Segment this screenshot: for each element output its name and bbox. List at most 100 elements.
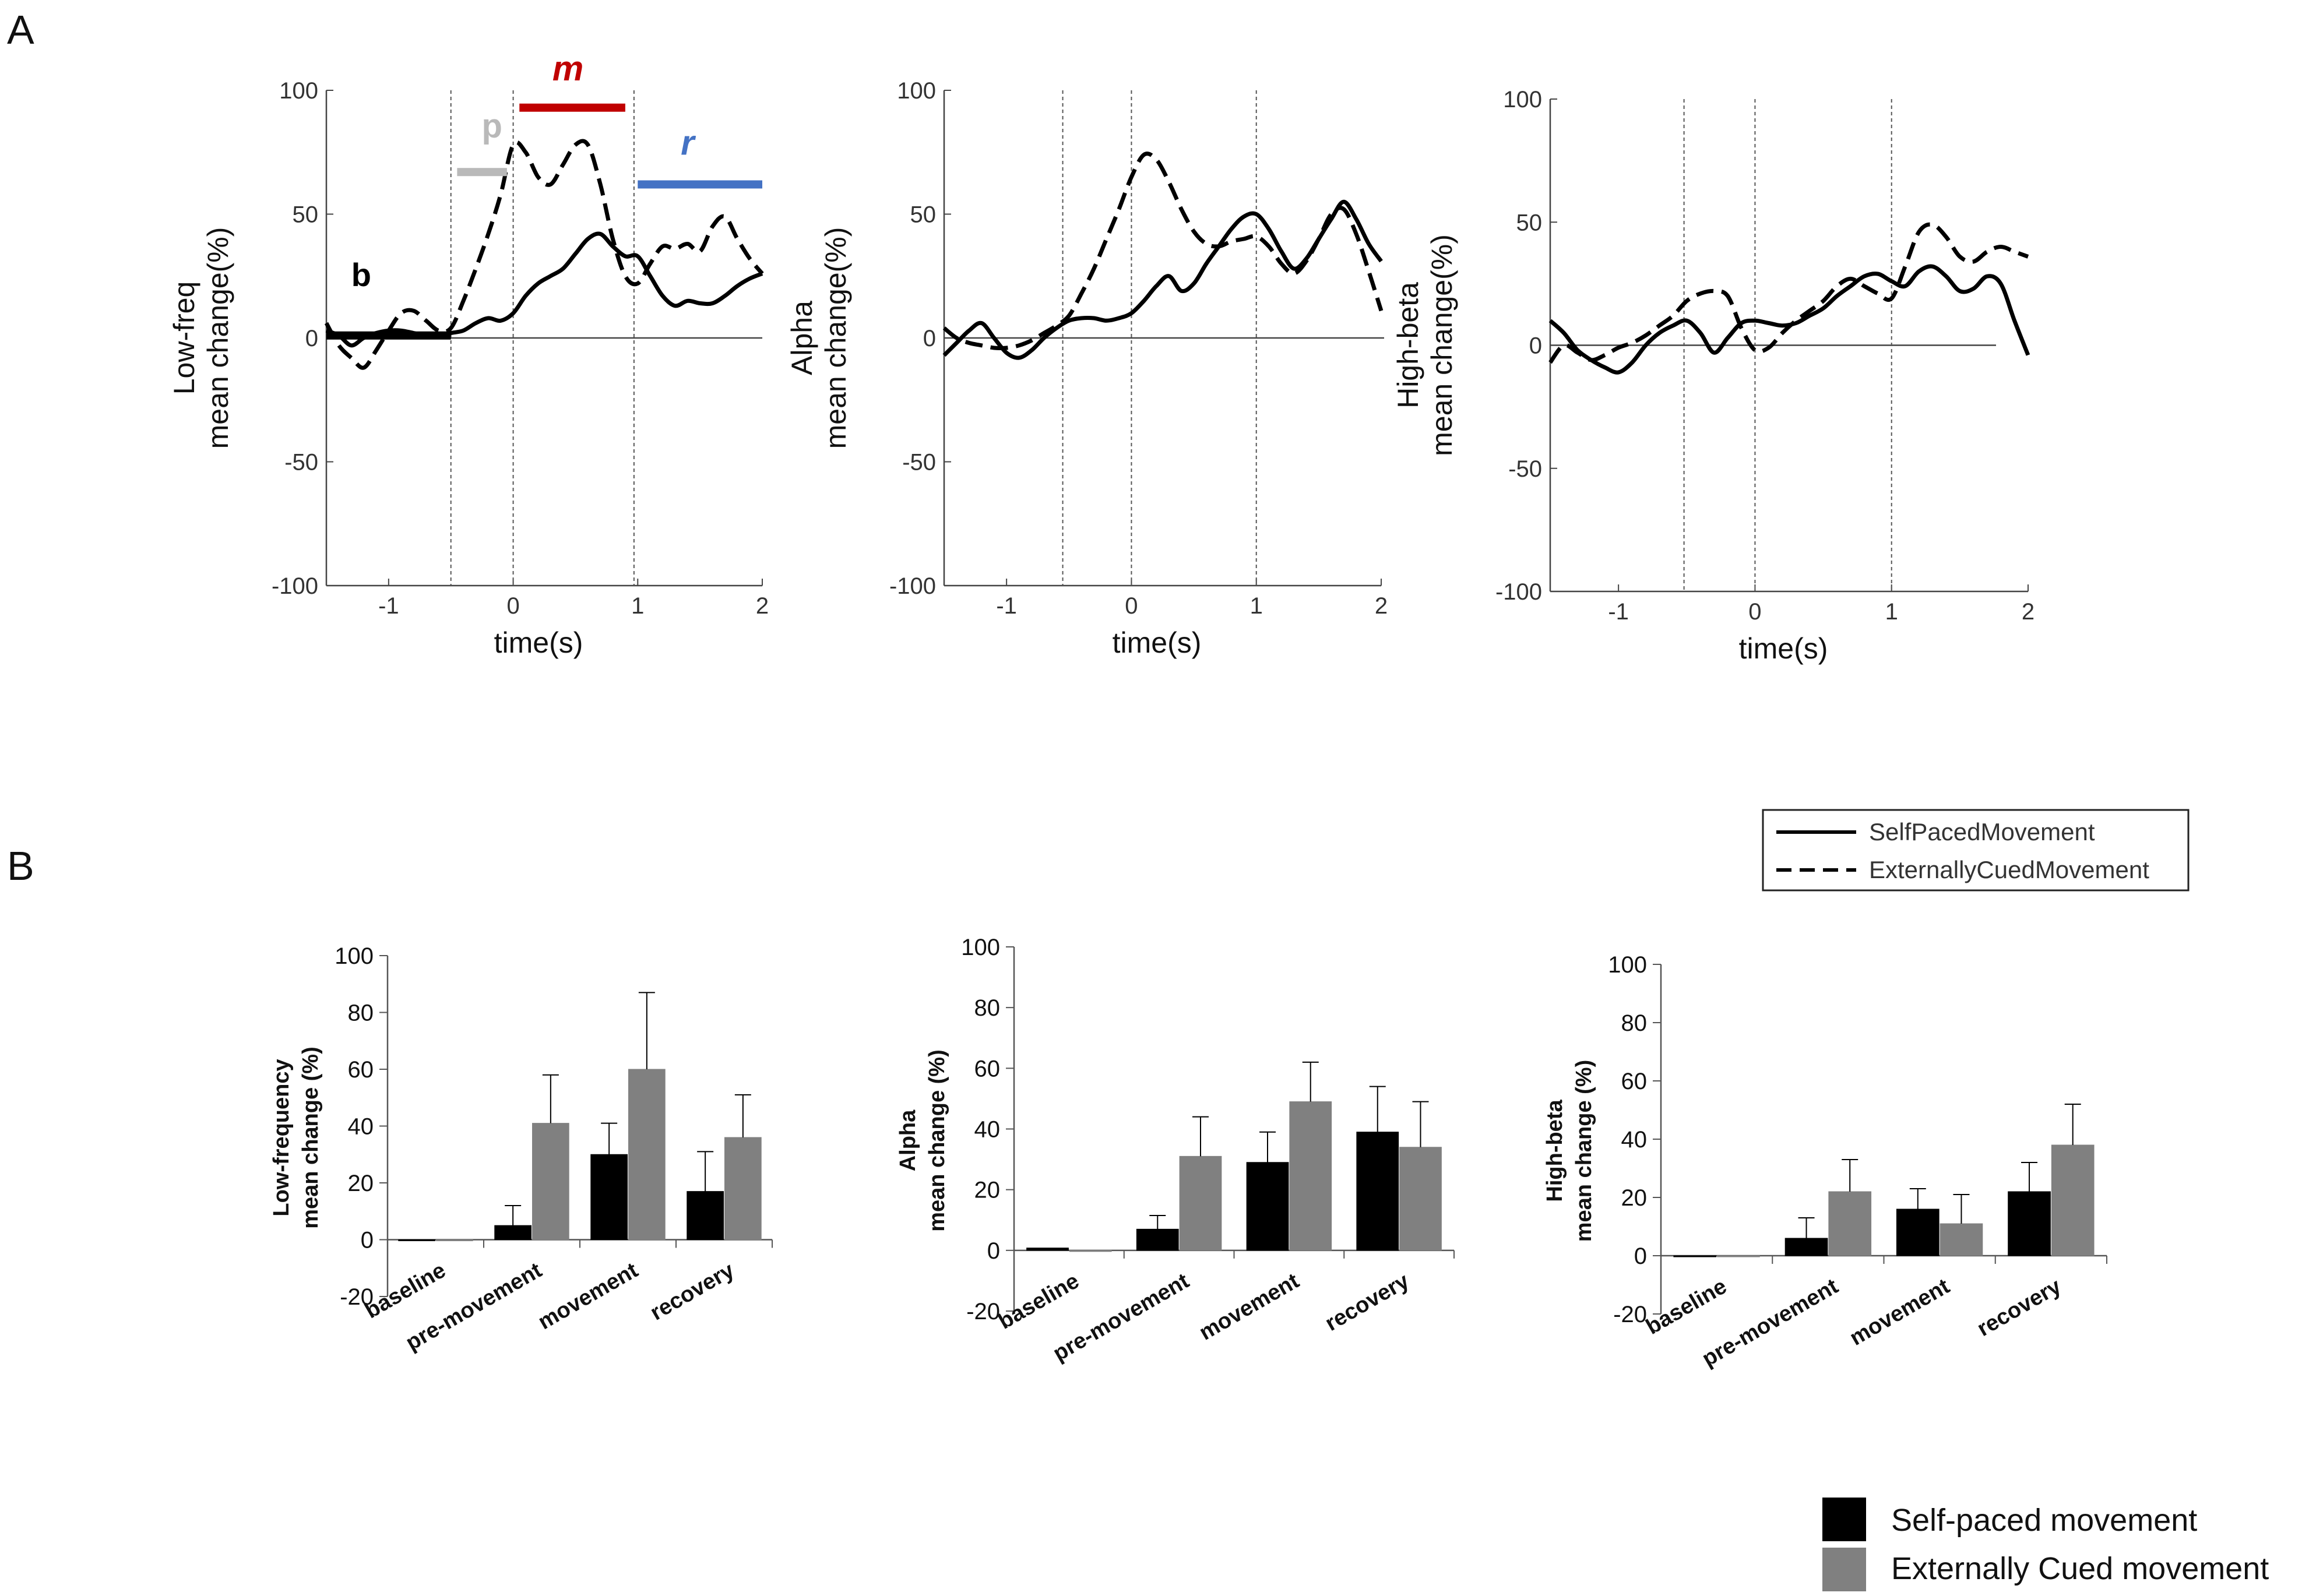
epoch-label-recovery: r — [681, 124, 696, 163]
series-line-self-paced — [1548, 264, 2030, 375]
x-tick-label: 0 — [1125, 593, 1138, 619]
series-line-externally-cued — [324, 139, 764, 370]
legend-self-swatch — [1822, 1498, 1866, 1541]
bar-self-paced — [2008, 1191, 2051, 1256]
line-legend-box — [1762, 809, 2190, 892]
category-label: recovery — [646, 1258, 738, 1326]
y-axis-label: High-beta mean change (%) — [1543, 1060, 1596, 1242]
bar-self-paced — [1896, 1209, 1940, 1256]
y-tick-label: 0 — [1634, 1243, 1647, 1269]
legend-cued-label: Externally Cued movement — [1891, 1551, 2269, 1586]
y-tick-label: 100 — [279, 78, 318, 104]
y-axis-label-line-2: mean change (%) — [1572, 1060, 1596, 1242]
legend-cued-swatch — [1822, 1548, 1866, 1591]
epoch-label-premovement: p — [482, 107, 502, 145]
y-axis-label-line-1: Low-freq — [168, 281, 200, 395]
y-tick-label: -20 — [1613, 1302, 1647, 1327]
bar-self-paced — [1673, 1255, 1717, 1257]
y-axis-label-line-1: Alpha — [786, 301, 818, 375]
y-axis-label-line-2: mean change(%) — [819, 227, 852, 449]
y-tick-label: 100 — [1608, 952, 1647, 978]
x-tick-label: 2 — [1375, 593, 1388, 619]
x-tick-label: -1 — [996, 593, 1017, 619]
bar-externally-cued — [532, 1123, 569, 1240]
bar-self-paced — [1026, 1248, 1069, 1251]
panel-letter-b: B — [7, 843, 34, 889]
y-axis-label-line-1: High-beta — [1392, 282, 1424, 408]
bar-self-paced — [590, 1154, 628, 1240]
bar-externally-cued — [628, 1069, 666, 1240]
y-axis-label-line-2: mean change (%) — [298, 1047, 323, 1229]
bar-externally-cued — [1940, 1223, 1983, 1256]
epoch-label-baseline: b — [351, 256, 371, 293]
bar-externally-cued — [1828, 1191, 1872, 1256]
y-axis-label: Low-freqmean change(%) — [168, 227, 234, 449]
x-axis-label: time(s) — [1739, 632, 1828, 665]
x-tick-label: 1 — [1250, 593, 1263, 619]
y-axis-label: Alpha mean change (%) — [896, 1049, 949, 1232]
line-plot-2: -100 -50 0 50 100 -1 0 1 2 time(s) Alphamean chang… — [786, 78, 1388, 659]
panel-letter-a: A — [7, 7, 34, 52]
y-tick-label: 80 — [974, 995, 1001, 1021]
y-tick-label: 0 — [1529, 333, 1542, 359]
bar-self-paced — [1136, 1228, 1179, 1251]
y-tick-label: 0 — [987, 1238, 1000, 1264]
category-label: recovery — [1321, 1269, 1413, 1336]
bar-externally-cued — [1179, 1155, 1222, 1251]
y-tick-label: 50 — [293, 202, 319, 228]
y-tick-label: 60 — [1621, 1069, 1648, 1094]
series-line-externally-cued — [1548, 222, 2029, 364]
y-tick-label: 40 — [1621, 1127, 1648, 1153]
x-tick-label: -1 — [1608, 599, 1629, 625]
bar-self-paced — [494, 1225, 531, 1240]
line-plot-1: -100 -50 0 50 100 -1 0 1 2 time(s) Low-freqmean ch… — [168, 49, 769, 659]
x-axis-label: time(s) — [494, 626, 583, 659]
y-tick-label: 60 — [974, 1056, 1001, 1081]
y-tick-label: -20 — [966, 1299, 1000, 1324]
y-tick-label: -100 — [889, 573, 936, 599]
y-axis-label: High-betamean change(%) — [1392, 234, 1458, 456]
y-tick-label: -50 — [284, 450, 318, 475]
bar-self-paced — [1784, 1238, 1828, 1256]
y-axis-label-line-2: mean change (%) — [925, 1049, 949, 1232]
y-tick-label: 20 — [974, 1178, 1001, 1203]
line-legend: SelfPacedMovement ExternallyCuedMovement — [1762, 809, 2190, 892]
y-tick-label: 40 — [974, 1117, 1001, 1143]
bar-externally-cued — [1717, 1255, 1760, 1257]
x-tick-label: 2 — [2022, 599, 2035, 625]
x-tick-label: 0 — [1748, 599, 1761, 625]
y-axis-label-line-1: High-beta — [1543, 1100, 1567, 1202]
y-tick-label: 0 — [361, 1228, 374, 1253]
y-tick-label: 60 — [348, 1057, 374, 1083]
category-label: movement — [1195, 1269, 1304, 1345]
y-tick-label: 100 — [897, 78, 936, 104]
y-axis-label-line-2: mean change(%) — [1425, 234, 1458, 456]
category-label: movement — [1846, 1274, 1954, 1351]
bar-externally-cued — [1289, 1101, 1332, 1251]
bar-self-paced — [1246, 1162, 1289, 1251]
legend-externally-cued: ExternallyCuedMovement — [1869, 856, 2149, 883]
bar-self-paced — [687, 1191, 724, 1240]
bar-chart-1: -20020406080100baselinepre-movementmovem… — [269, 943, 773, 1355]
y-axis-label-line-1: Low-frequency — [269, 1059, 294, 1216]
bar-externally-cued — [436, 1239, 473, 1241]
x-tick-label: -1 — [378, 593, 399, 619]
category-label: baseline — [994, 1269, 1083, 1334]
y-tick-label: -50 — [1508, 456, 1542, 482]
x-axis-label: time(s) — [1113, 626, 1202, 659]
x-tick-label: 1 — [631, 593, 644, 619]
bar-externally-cued — [1399, 1147, 1442, 1251]
y-tick-label: 0 — [305, 326, 318, 351]
bar-legend: Self-paced movement Externally Cued move… — [1822, 1498, 2269, 1591]
y-tick-label: 100 — [335, 943, 374, 969]
bar-self-paced — [1356, 1132, 1399, 1251]
y-tick-label: 0 — [923, 326, 936, 351]
category-label: movement — [534, 1258, 642, 1335]
y-tick-label: -100 — [272, 573, 318, 599]
series-line-self-paced — [325, 231, 763, 348]
y-tick-label: 80 — [1621, 1010, 1648, 1036]
y-tick-label: 50 — [1516, 210, 1543, 235]
